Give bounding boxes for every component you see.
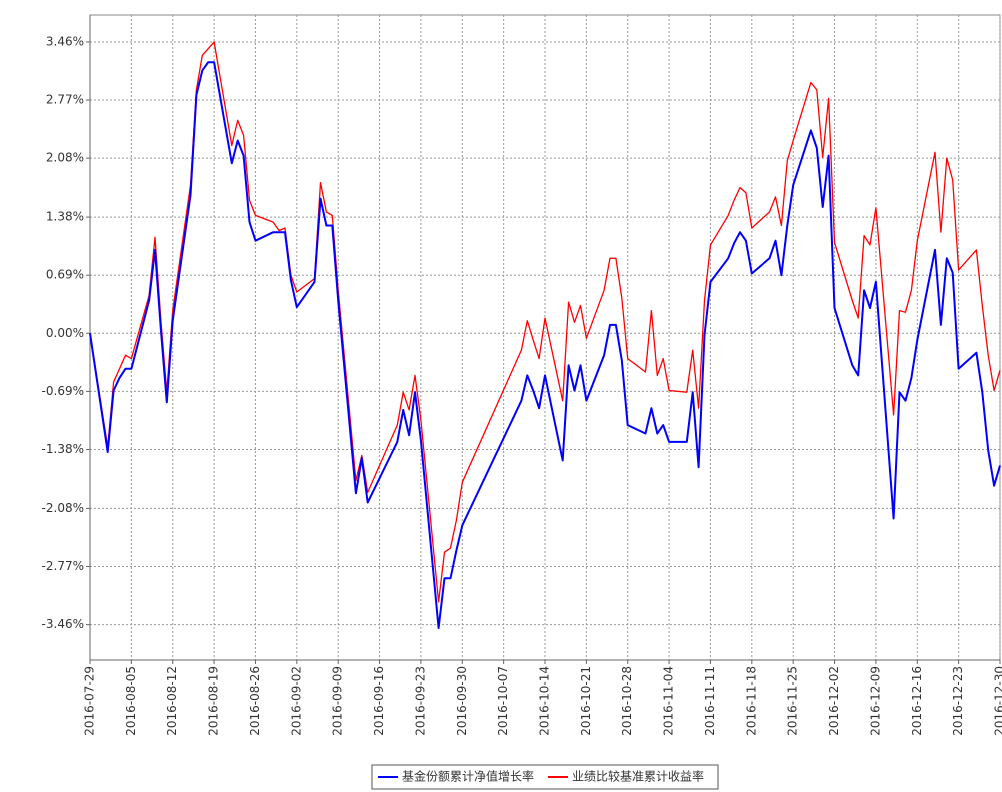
x-tick-label: 2016-12-30 [993, 666, 1002, 736]
y-tick-label: -2.77% [42, 559, 84, 573]
series-line [89, 41, 1001, 603]
x-tick-label: 2016-10-21 [579, 666, 593, 736]
x-tick-label: 2016-10-14 [538, 666, 552, 736]
x-tick-label: 2016-12-16 [910, 666, 924, 736]
x-tick-label: 2016-08-12 [165, 666, 179, 736]
x-tick-label: 2016-11-04 [662, 666, 676, 736]
x-tick-label: 2016-10-07 [496, 666, 510, 736]
y-tick-label: 2.77% [46, 93, 84, 107]
y-tick-label: 1.38% [46, 210, 84, 224]
y-tick-label: 0.69% [46, 268, 84, 282]
legend: 基金份额累计净值增长率 业绩比较基准累计收益率 [371, 764, 719, 790]
x-tick-label: 2016-09-09 [331, 666, 345, 736]
y-tick-label: -2.08% [42, 501, 84, 515]
x-tick-label: 2016-11-25 [786, 666, 800, 736]
series-line [89, 61, 1001, 629]
y-tick-label: -1.38% [42, 442, 84, 456]
y-tick-label: 2.08% [46, 151, 84, 165]
x-tick-label: 2016-09-30 [455, 666, 469, 736]
x-tick-label: 2016-12-02 [827, 666, 841, 736]
x-tick-label: 2016-07-29 [83, 666, 97, 736]
x-tick-label: 2016-08-19 [207, 666, 221, 736]
x-tick-label: 2016-09-16 [372, 666, 386, 736]
x-tick-label: 2016-08-26 [248, 666, 262, 736]
x-tick-label: 2016-08-05 [124, 666, 138, 736]
legend-label: 业绩比较基准累计收益率 [572, 769, 704, 784]
x-tick-label: 2016-11-11 [703, 666, 717, 736]
y-tick-label: -3.46% [42, 617, 84, 631]
x-tick-label: 2016-09-23 [413, 666, 427, 736]
x-tick-label: 2016-10-28 [620, 666, 634, 736]
x-tick-label: 2016-12-09 [868, 666, 882, 736]
legend-label: 基金份额累计净值增长率 [402, 769, 534, 784]
x-tick-label: 2016-11-18 [744, 666, 758, 736]
x-tick-label: 2016-09-02 [289, 666, 303, 736]
y-tick-label: -0.69% [42, 384, 84, 398]
y-tick-label: 3.46% [46, 34, 84, 48]
legend-box [371, 764, 719, 790]
x-tick-label: 2016-12-23 [951, 666, 965, 736]
y-tick-label: 0.00% [46, 326, 84, 340]
